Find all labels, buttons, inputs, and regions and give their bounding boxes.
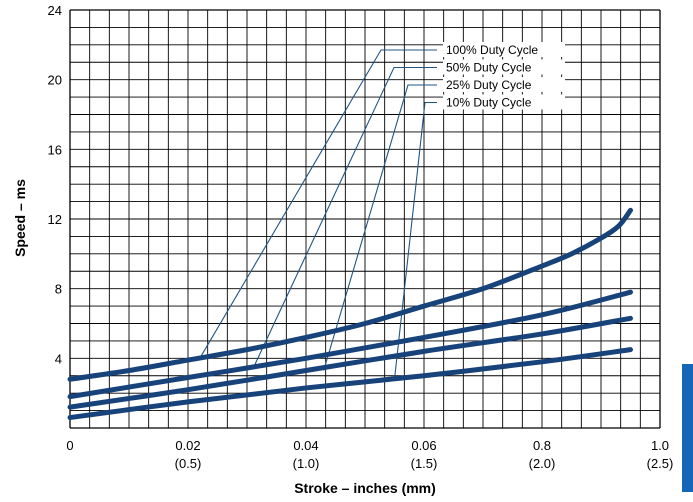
x-tick-label: 0.06 (411, 438, 436, 453)
legend-label-background (443, 42, 565, 57)
x-tick-label: 0.8 (533, 438, 551, 453)
series-line (67, 207, 633, 382)
x-axis-title: Stroke – inches (mm) (294, 480, 436, 496)
x-tick-label: 0.04 (293, 438, 318, 453)
y-tick-label: 20 (48, 73, 62, 88)
legend-leader-line (323, 84, 437, 371)
legend-label: 50% Duty Cycle (446, 61, 532, 75)
legend: 100% Duty Cycle 50% Duty Cycle 25% Duty Cy… (443, 42, 565, 110)
y-tick-labels: 4 8 12 16 20 24 (48, 3, 62, 366)
x-tick-label: 0 (66, 438, 73, 453)
y-tick-label: 8 (55, 282, 62, 297)
x-tick-sublabel: (1.0) (293, 456, 320, 471)
series-line (67, 347, 633, 421)
legend-label-background (443, 77, 565, 92)
legend-leaders (199, 49, 437, 380)
x-tick-sublabel: (2.0) (529, 456, 556, 471)
series-line (67, 289, 633, 400)
y-tick-label: 4 (55, 351, 62, 366)
legend-leader-line (252, 66, 437, 370)
y-axis-title: Speed – ms (12, 179, 28, 257)
series-line (67, 315, 633, 410)
grid (69, 9, 661, 429)
legend-leader-line (199, 49, 437, 359)
y-tick-label: 24 (48, 3, 62, 18)
legend-label: 100% Duty Cycle (446, 43, 538, 57)
x-tick-labels: 0 0.02 (0.5) 0.04 (1.0) 0.06 (1.5) 0.8 (2.0) 1.0 (… (66, 438, 673, 471)
legend-label: 10% Duty Cycle (446, 96, 532, 110)
y-tick-label: 12 (48, 212, 62, 227)
legend-label: 25% Duty Cycle (446, 78, 532, 92)
x-tick-sublabel: (1.5) (411, 456, 438, 471)
x-tick-label: 1.0 (651, 438, 669, 453)
legend-leader-line (393, 101, 437, 380)
legend-label-background (443, 59, 565, 75)
x-tick-sublabel: (2.5) (647, 456, 674, 471)
y-tick-label: 16 (48, 142, 62, 157)
legend-label-background (443, 94, 565, 110)
side-tab-marker (682, 364, 693, 492)
x-tick-sublabel: (0.5) (175, 456, 202, 471)
x-tick-label: 0.02 (175, 438, 200, 453)
series-lines (67, 207, 633, 421)
